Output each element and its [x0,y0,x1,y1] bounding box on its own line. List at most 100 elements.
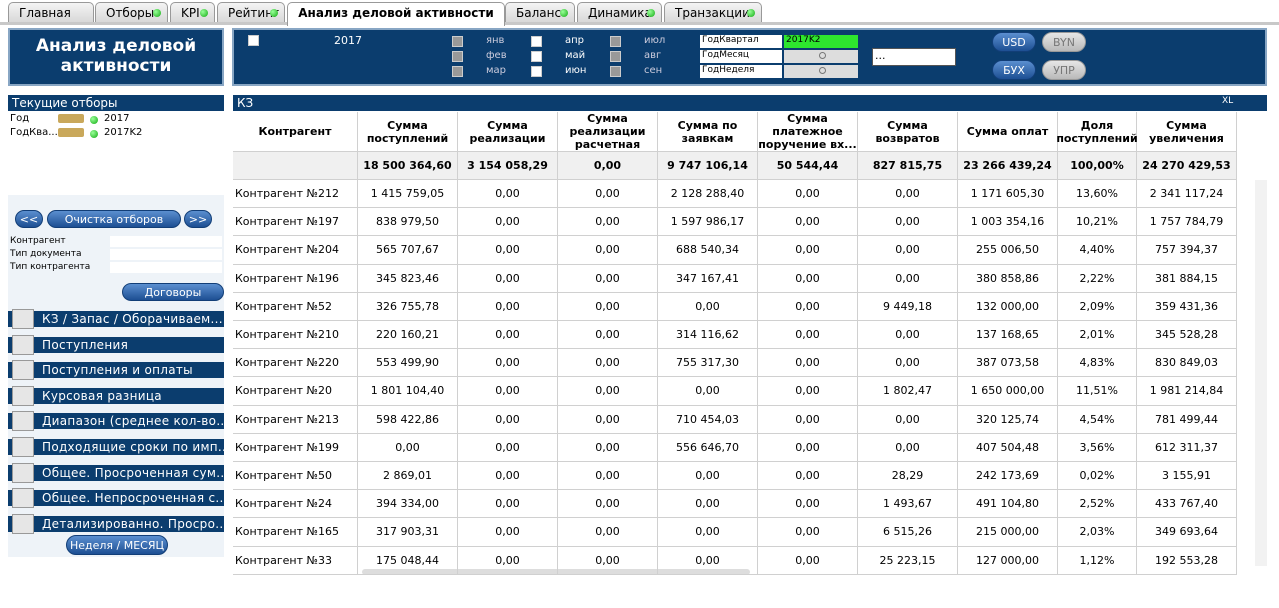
month-label[interactable]: мар [486,65,507,76]
menu-icon[interactable] [12,513,34,534]
horizontal-scrollbar[interactable] [362,569,750,575]
tab[interactable]: Баланс [505,2,575,22]
month-checkbox[interactable] [531,36,542,47]
column-header[interactable]: Доля поступлений [1056,112,1138,152]
row-name[interactable]: Контрагент №52 [233,292,358,321]
selection-icons[interactable] [58,128,84,137]
menu-icon[interactable] [12,385,34,406]
field-value[interactable] [784,50,858,63]
list-slider[interactable] [110,262,222,273]
menu-item[interactable]: Поступления [8,336,224,353]
menu-item[interactable]: Детализированно. Просро... [8,515,224,532]
field-value[interactable] [784,65,858,78]
nav-button[interactable]: << [15,210,43,228]
menu-icon[interactable] [12,309,34,329]
menu-icon[interactable] [12,488,34,509]
month-label[interactable]: июн [565,65,587,76]
selection-icons[interactable] [58,114,84,123]
tab[interactable]: Динамика [577,2,662,22]
menu-item[interactable]: КЗ / Запас / Оборачиваем... [8,311,224,327]
list-label[interactable]: Контрагент [10,236,66,246]
column-header[interactable]: Сумма по заявкам [658,112,758,152]
month-checkbox[interactable] [610,66,621,77]
row-name[interactable]: Контрагент №210 [233,321,358,350]
row-name[interactable]: Контрагент №220 [233,349,358,378]
table-cell: 1 171 605,30 [958,180,1058,209]
field-label[interactable]: ГодНеделя [700,65,782,78]
table-cell: 9 449,18 [858,292,958,321]
row-name[interactable]: Контрагент №20 [233,377,358,406]
menu-icon[interactable] [12,462,34,483]
menu-icon[interactable] [12,360,34,381]
row-name[interactable]: Контрагент №199 [233,433,358,462]
currency-button[interactable]: BYN [1042,32,1086,52]
tab[interactable]: Транзакции [664,2,762,22]
row-name[interactable]: Контрагент №24 [233,490,358,519]
column-header[interactable]: Сумма возвратов [858,112,958,152]
field-label[interactable]: ГодМесяц [700,50,782,63]
menu-icon[interactable] [12,411,34,432]
month-checkbox[interactable] [531,66,542,77]
list-slider[interactable] [110,249,222,260]
tab[interactable]: Рейтинг [217,2,285,22]
row-name[interactable]: Контрагент №33 [233,546,358,575]
column-header[interactable]: Сумма оплат [958,112,1058,152]
month-label[interactable]: сен [644,65,663,76]
menu-item[interactable]: Диапазон (среднее кол-во... [8,413,224,430]
menu-item[interactable]: Общее. Непросроченная с... [8,490,224,507]
menu-item[interactable]: Подходящие сроки по имп... [8,439,224,455]
export-xl[interactable]: XL [1222,96,1234,106]
month-label[interactable]: май [565,50,586,61]
nav-button[interactable]: >> [184,210,212,228]
tab[interactable]: Анализ деловой активности [287,2,505,26]
month-label[interactable]: янв [486,35,505,46]
row-name[interactable]: Контрагент №213 [233,405,358,434]
list-slider[interactable] [110,236,222,247]
column-header[interactable]: Контрагент [233,112,358,152]
row-name[interactable]: Контрагент №197 [233,208,358,237]
month-checkbox[interactable] [452,66,463,77]
row-name[interactable]: Контрагент №165 [233,518,358,547]
table-cell: 565 707,67 [358,236,458,265]
month-label[interactable]: июл [644,35,666,46]
nav-button[interactable]: Очистка отборов [47,210,181,228]
contracts-button[interactable]: Договоры [122,283,224,301]
period-button[interactable]: Неделя / МЕСЯЦ [66,535,168,555]
mode-button[interactable]: УПР [1042,60,1086,80]
menu-icon[interactable] [12,334,34,355]
month-checkbox[interactable] [452,51,463,62]
currency-button[interactable]: USD [992,32,1036,52]
tab[interactable]: KPI [170,2,215,22]
period-select[interactable]: ... [872,48,956,66]
table-cell: 0,00 [458,462,558,491]
field-label[interactable]: ГодКвартал [700,35,782,48]
field-value[interactable]: 2017K2 [784,35,858,48]
month-checkbox[interactable] [610,36,621,47]
vertical-scrollbar[interactable] [1255,180,1267,566]
year-checkbox[interactable] [248,35,259,46]
month-checkbox[interactable] [531,51,542,62]
menu-icon[interactable] [12,437,34,457]
column-header[interactable]: Сумма поступлений [358,112,458,152]
month-checkbox[interactable] [452,36,463,47]
menu-item[interactable]: Общее. Просроченная сум... [8,464,224,481]
column-header[interactable]: Сумма увеличения [1137,112,1237,152]
month-label[interactable]: авг [644,50,662,61]
month-label[interactable]: фев [486,50,507,61]
menu-item[interactable]: Курсовая разница [8,387,224,404]
menu-item[interactable]: Поступления и оплаты [8,362,224,379]
tab[interactable]: Главная [8,2,94,22]
column-header[interactable]: Сумма платежное поручение вх... [758,112,858,152]
list-label[interactable]: Тип контрагента [10,262,91,272]
column-header[interactable]: Сумма реализации [458,112,558,152]
list-label[interactable]: Тип документа [10,249,82,259]
row-name[interactable]: Контрагент №204 [233,236,358,265]
row-name[interactable]: Контрагент №212 [233,180,358,209]
row-name[interactable]: Контрагент №50 [233,462,358,491]
tab[interactable]: Отборы [95,2,168,22]
month-label[interactable]: апр [565,35,585,46]
month-checkbox[interactable] [610,51,621,62]
column-header[interactable]: Сумма реализации расчетная [558,112,658,152]
row-name[interactable]: Контрагент №196 [233,264,358,293]
mode-button[interactable]: БУХ [992,60,1036,80]
